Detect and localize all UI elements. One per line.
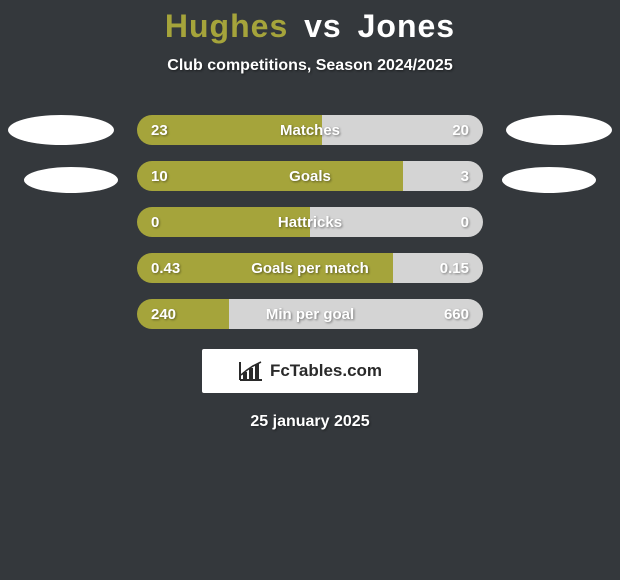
metric-label: Min per goal bbox=[137, 299, 483, 329]
brand-text: FcTables.com bbox=[270, 361, 382, 381]
vs-label: vs bbox=[304, 8, 342, 44]
bar-row: 0.430.15Goals per match bbox=[137, 253, 483, 283]
bar-row: 103Goals bbox=[137, 161, 483, 191]
metric-label: Goals bbox=[137, 161, 483, 191]
placeholder-ellipse bbox=[24, 167, 118, 193]
title: Hughes vs Jones bbox=[0, 0, 620, 45]
comparison-bars: 2320Matches 103Goals 00Hattricks 0.430.15Go… bbox=[137, 115, 483, 329]
content: 2320Matches 103Goals 00Hattricks 0.430.15Go… bbox=[0, 115, 620, 329]
brand-chart-icon bbox=[238, 360, 264, 382]
brand-box: FcTables.com bbox=[202, 349, 418, 393]
placeholder-ellipse bbox=[506, 115, 612, 145]
player1-name: Hughes bbox=[165, 8, 288, 44]
placeholder-ellipse bbox=[502, 167, 596, 193]
bar-row: 240660Min per goal bbox=[137, 299, 483, 329]
subtitle: Club competitions, Season 2024/2025 bbox=[0, 57, 620, 75]
metric-label: Goals per match bbox=[137, 253, 483, 283]
bar-row: 2320Matches bbox=[137, 115, 483, 145]
metric-label: Hattricks bbox=[137, 207, 483, 237]
date-label: 25 january 2025 bbox=[0, 413, 620, 431]
bar-row: 00Hattricks bbox=[137, 207, 483, 237]
placeholder-ellipse bbox=[8, 115, 114, 145]
metric-label: Matches bbox=[137, 115, 483, 145]
player2-name: Jones bbox=[358, 8, 455, 44]
